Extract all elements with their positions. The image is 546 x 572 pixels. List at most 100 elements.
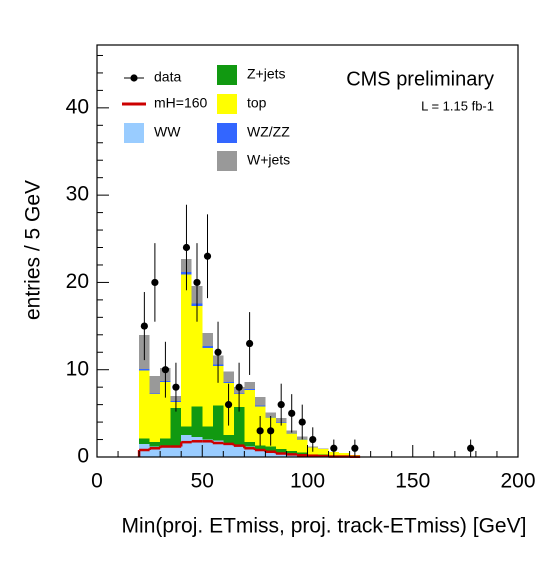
plot-area <box>137 204 475 458</box>
bar-segment <box>202 439 213 457</box>
bar-segment <box>244 388 255 390</box>
x-tick-label: 150 <box>395 470 430 493</box>
bar-segment <box>223 435 234 444</box>
bar-segment <box>202 333 213 347</box>
x-tick-label: 100 <box>290 470 325 493</box>
x-tick-label: 50 <box>191 470 214 493</box>
bar-segment <box>244 442 255 447</box>
bar-segment <box>244 381 255 389</box>
bar-segment <box>149 393 161 395</box>
bar-segment <box>202 346 213 348</box>
legend-symbol <box>217 151 237 171</box>
bar-segment <box>181 426 192 436</box>
legend-symbol <box>124 123 144 143</box>
bar-segment <box>286 450 297 454</box>
legend-symbol <box>217 123 237 143</box>
bar-segment <box>223 381 234 383</box>
bar-segment <box>296 439 308 453</box>
data-point <box>182 243 191 252</box>
bar-segment <box>223 443 234 457</box>
bar-segment <box>318 454 329 456</box>
bar-segment <box>170 447 182 457</box>
bar-segment <box>202 426 213 440</box>
data-point <box>330 444 338 452</box>
bar-segment <box>160 445 171 457</box>
data-point <box>256 427 264 435</box>
bar-segment <box>160 381 171 439</box>
legend-symbol <box>217 65 237 85</box>
bar-segment <box>244 446 255 457</box>
data-point <box>151 278 159 287</box>
data-point <box>467 444 475 452</box>
annotation: CMS preliminary <box>346 68 494 90</box>
data-point <box>203 252 212 260</box>
bar-segment <box>339 453 350 456</box>
data-point <box>309 435 317 444</box>
bar-segment <box>212 405 224 441</box>
bar-segment <box>296 452 308 455</box>
bar-segment <box>275 422 287 450</box>
legend-label: mH=160 <box>154 95 208 111</box>
bar-segment <box>212 366 224 406</box>
bar-segment <box>233 446 245 457</box>
legend-label: Z+jets <box>247 66 286 82</box>
bar-segment <box>212 440 224 457</box>
bar-segment <box>149 446 161 457</box>
bar-segment <box>191 406 203 437</box>
bar-segment <box>191 436 203 457</box>
bar-segment <box>181 274 192 427</box>
data-point <box>193 278 201 287</box>
legend-label: top <box>247 95 267 111</box>
bar-segment <box>223 371 234 382</box>
data-point <box>267 427 275 435</box>
data-point <box>246 339 254 348</box>
data-point <box>214 348 222 356</box>
y-axis-label: entries / 5 GeV <box>22 180 45 320</box>
bar-segment <box>149 442 161 447</box>
bar-segment <box>318 449 329 455</box>
y-tick-label: 40 <box>66 95 89 118</box>
data-point <box>298 418 306 426</box>
legend-symbol <box>217 94 237 114</box>
legend-symbol <box>130 74 138 82</box>
x-axis-label: Min(proj. ETmiss, proj. track-ETmiss) [G… <box>122 515 527 538</box>
x-tick-label: 0 <box>91 470 103 493</box>
bar-segment <box>318 448 329 450</box>
bar-segment <box>254 450 266 457</box>
bar-segment <box>149 394 161 443</box>
bar-segment <box>149 375 161 394</box>
bar-segment <box>244 389 255 443</box>
bar-segment <box>233 407 245 447</box>
legend-label: data <box>154 69 181 85</box>
bar-segment <box>139 370 150 439</box>
bar-segment <box>265 412 276 417</box>
x-tick-label: 200 <box>500 470 535 493</box>
data-point <box>288 409 296 417</box>
y-tick-label: 30 <box>66 183 89 206</box>
legend-label: WZ/ZZ <box>247 124 290 140</box>
y-tick-label: 10 <box>66 357 89 380</box>
bar-segment <box>275 452 287 457</box>
bar-segment <box>170 408 182 448</box>
bar-segment <box>139 438 150 444</box>
bar-segment <box>254 396 266 406</box>
data-point <box>161 366 170 374</box>
bar-segment <box>160 438 171 446</box>
data-point <box>172 383 180 391</box>
data-point <box>235 383 243 391</box>
bar-segment <box>202 347 213 427</box>
y-tick-label: 20 <box>66 270 89 293</box>
bar-segment <box>286 433 297 451</box>
bar-segment <box>139 368 150 371</box>
legend-label: WW <box>154 124 181 140</box>
data-point <box>140 322 148 330</box>
data-point <box>277 401 285 409</box>
bar-segment <box>254 405 266 407</box>
bar-segment <box>191 305 203 407</box>
bar-segment <box>265 446 276 452</box>
bar-segment <box>254 445 266 451</box>
legend-label: W+jets <box>247 152 290 168</box>
data-point <box>351 444 359 452</box>
